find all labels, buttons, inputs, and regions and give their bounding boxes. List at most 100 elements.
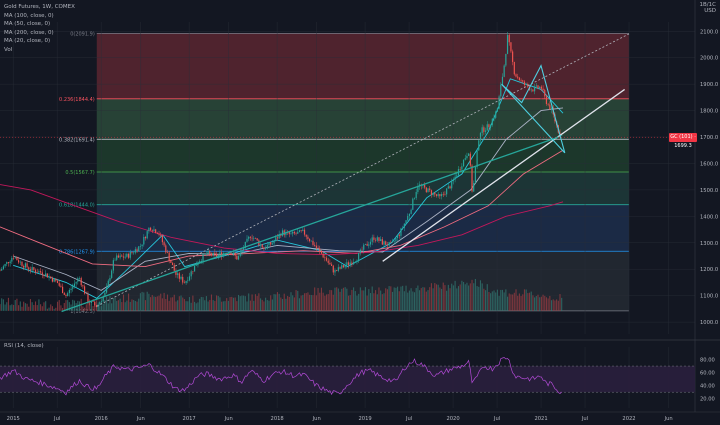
volume-bar (386, 289, 388, 311)
candle-body (1, 269, 3, 271)
volume-bar (309, 294, 311, 311)
volume-bar (73, 300, 75, 311)
candle-body (0, 270, 1, 272)
volume-bar (259, 298, 262, 311)
volume-bar (204, 300, 206, 311)
price-tick-label: 1500.0 (700, 188, 718, 194)
volume-bar (549, 295, 551, 311)
volume-bar (78, 301, 81, 311)
candle-body (561, 135, 563, 136)
volume-bar (464, 284, 466, 311)
candle-body (496, 108, 498, 112)
volume-bar (295, 290, 297, 311)
volume-bar (26, 303, 28, 311)
candle-body (180, 276, 182, 279)
candle-body (85, 293, 87, 295)
fib-label: 0.236(1844.4) (59, 97, 95, 103)
volume-bar (559, 294, 561, 311)
candle-body (16, 257, 18, 261)
volume-bar (138, 298, 140, 311)
candle-body (6, 262, 8, 265)
volume-bar (336, 287, 338, 311)
volume-bar (23, 301, 25, 311)
candle-body (396, 234, 399, 239)
candle-body (4, 264, 6, 267)
candle-body (114, 259, 116, 261)
legend-ma-100: MA (100, close, 0) (4, 12, 54, 19)
candle-body (237, 256, 240, 260)
candle-body (549, 104, 551, 110)
candle-body (144, 236, 147, 239)
volume-bar (466, 282, 468, 311)
fibonacci-labels: 0(2091.9) 0.236(1844.4) 0.382(1691.4) 0.5(1… (59, 31, 95, 314)
volume-bar (53, 308, 55, 311)
volume-bar (243, 295, 245, 311)
candle-body (429, 188, 431, 191)
candle-body (41, 272, 43, 275)
candle-body (122, 256, 125, 258)
candle-body (314, 244, 316, 246)
candle-body (393, 241, 395, 242)
volume-bar (471, 279, 473, 311)
volume-bar (366, 295, 368, 311)
volume-bar (347, 295, 350, 311)
candle-body (435, 194, 438, 196)
candle-body (437, 194, 439, 196)
fib-label: 0.5(1567.7) (65, 170, 94, 176)
time-tick-label: Jun (224, 416, 233, 422)
candle-body (371, 237, 373, 242)
candle-body (236, 255, 238, 260)
candle-body (195, 265, 197, 266)
candle-body (261, 244, 263, 248)
candle-body (474, 167, 477, 183)
volume-bar (133, 300, 135, 311)
volume-bar (58, 300, 60, 311)
volume-bar (136, 301, 138, 311)
candle-body (254, 238, 257, 239)
candle-body (302, 229, 304, 231)
volume-bar (229, 297, 231, 311)
volume-bar (205, 296, 207, 311)
volume-bar (303, 293, 306, 311)
volume-bar (281, 298, 284, 311)
volume-bar (65, 300, 67, 311)
candle-body (170, 260, 172, 263)
time-tick-label: Jul (53, 416, 60, 422)
volume-bar (217, 295, 219, 311)
candle-body (50, 276, 52, 278)
volume-bar (141, 291, 143, 311)
volume-bar (397, 286, 399, 311)
volume-bar (319, 292, 321, 311)
candle-body (363, 244, 365, 250)
volume-bar (28, 306, 30, 311)
candle-body (107, 280, 109, 287)
volume-bar (310, 295, 312, 311)
volume-bar (476, 286, 478, 311)
candle-body (161, 235, 164, 243)
volume-bar (483, 288, 485, 311)
volume-bar (207, 301, 209, 311)
volume-bar (491, 291, 493, 311)
volume-bar (312, 295, 314, 311)
volume-bar (173, 294, 175, 311)
volume-bar (513, 292, 515, 311)
candle-body (138, 246, 140, 252)
candle-body (259, 244, 262, 246)
candle-body (505, 53, 507, 66)
candle-body (539, 86, 541, 89)
volume-bar (244, 296, 246, 311)
volume-bar (356, 295, 358, 311)
candle-body (73, 283, 76, 287)
volume-bar (305, 293, 307, 311)
candle-body (388, 242, 390, 246)
volume-bar (474, 278, 476, 311)
candle-body (102, 296, 104, 302)
volume-bar (92, 306, 94, 311)
candle-body (95, 305, 98, 308)
volume-bar (287, 295, 289, 311)
candle-body (146, 231, 148, 239)
time-tick-label: 2022 (622, 416, 635, 422)
volume-bar (493, 290, 495, 311)
candle-body (214, 252, 216, 254)
